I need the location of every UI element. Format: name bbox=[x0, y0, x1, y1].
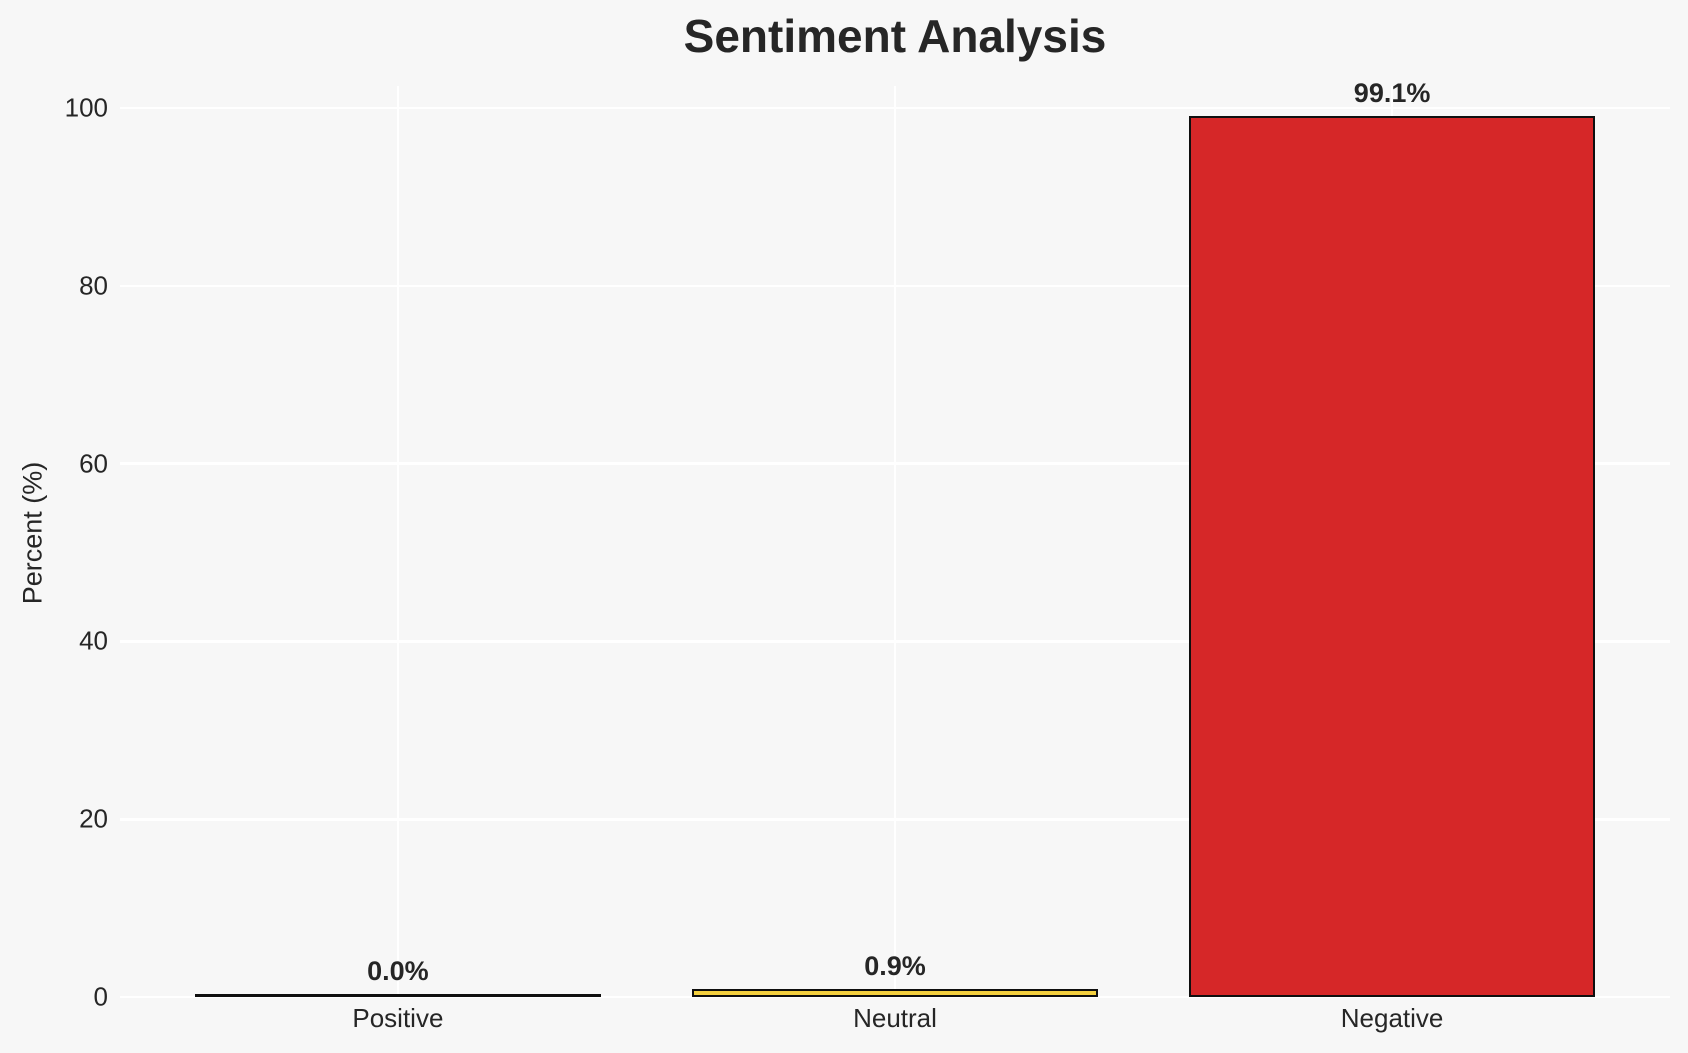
v-gridline-positive bbox=[396, 86, 400, 997]
bar-neutral bbox=[692, 989, 1098, 997]
y-axis-label: Percent (%) bbox=[17, 461, 48, 605]
ytick-label-0: 0 bbox=[93, 981, 108, 1012]
xtick-label-neutral: Neutral bbox=[853, 1003, 937, 1033]
ytick-label-80: 80 bbox=[79, 270, 108, 301]
bar-negative bbox=[1189, 116, 1596, 997]
bar-positive bbox=[194, 994, 601, 997]
ytick-label-20: 20 bbox=[79, 803, 108, 834]
ytick-label-40: 40 bbox=[79, 625, 108, 656]
plot-area: 0.0% Positive 0.9% Neutral 99.1% Negative bbox=[120, 78, 1670, 1033]
xtick-label-positive: Positive bbox=[352, 1003, 444, 1033]
bar-value-label-neutral: 0.9% bbox=[864, 951, 926, 982]
v-gridline-neutral bbox=[893, 86, 897, 997]
ytick-label-60: 60 bbox=[79, 448, 108, 479]
xtick-label-negative: Negative bbox=[1340, 1003, 1444, 1033]
ytick-label-100: 100 bbox=[64, 92, 108, 123]
bar-value-label-negative: 99.1% bbox=[1353, 78, 1431, 109]
h-gridline-0 bbox=[120, 995, 1670, 999]
chart-title: Sentiment Analysis bbox=[683, 10, 1107, 62]
bar-value-label-positive: 0.0% bbox=[367, 956, 429, 986]
